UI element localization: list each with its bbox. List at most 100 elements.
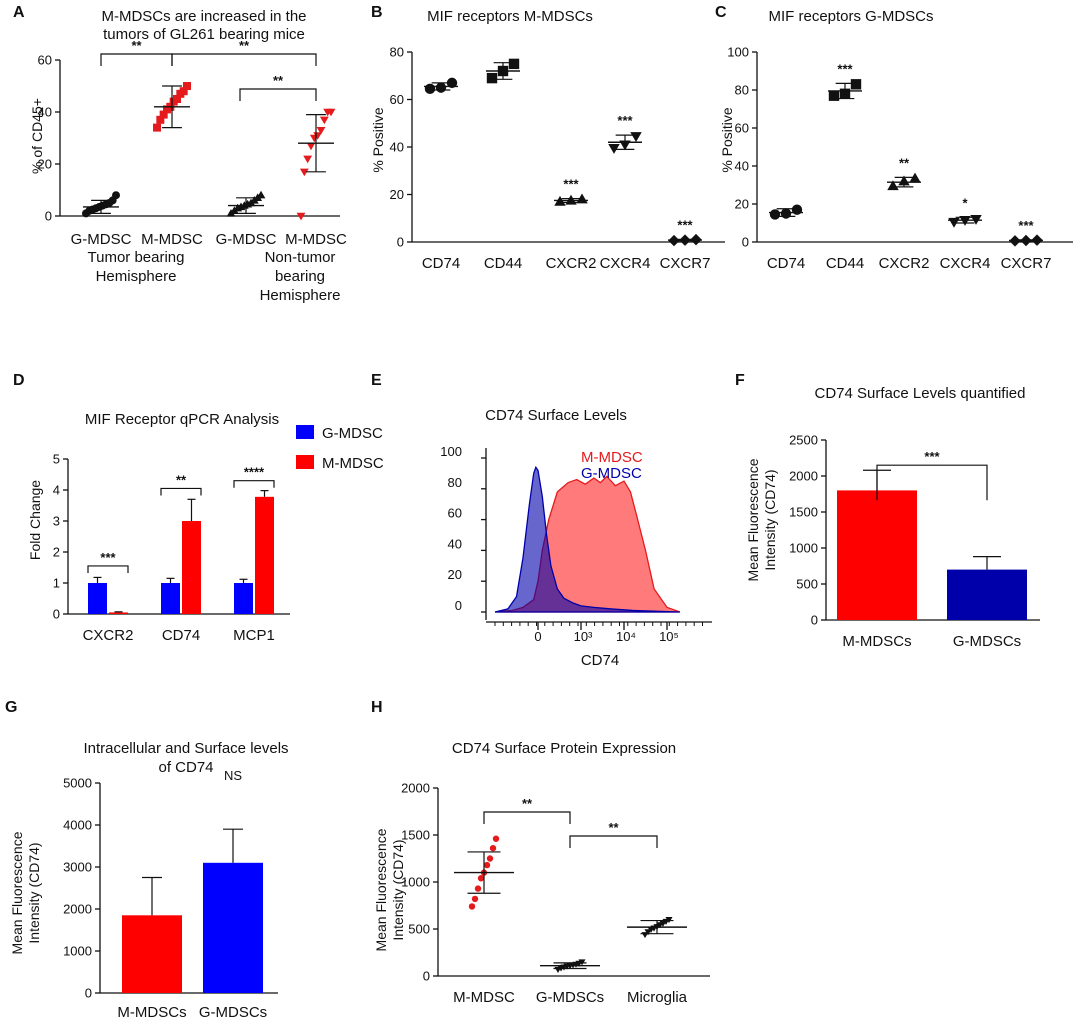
chart-a-point [303, 155, 313, 164]
chart-d-yaxis-tick-label: 5 [53, 452, 60, 467]
chart-b-point [446, 77, 458, 89]
chart-h-sig-bracket-label: ** [608, 820, 619, 835]
chart-a-group: Hemisphere [96, 268, 177, 285]
chart-c-point [828, 90, 840, 101]
chart-f-sig-bracket [876, 464, 988, 501]
chart-e-xaxis-tick-label: 10³ [574, 629, 593, 644]
chart-b-category: CD74 [422, 255, 460, 272]
chart-e-legend-label: M-MDSC [581, 449, 643, 466]
chart-e-yaxis-tick-label: 0 [455, 598, 462, 613]
chart-g-yaxis-tick-label: 4000 [63, 818, 92, 833]
chart-a-group: Tumor bearing [88, 249, 185, 266]
chart-g-yaxis-tick-label: 5000 [63, 776, 92, 791]
chart-a-title: tumors of GL261 bearing mice [103, 26, 305, 43]
chart-f-yaxis-tick-label: 2500 [789, 433, 818, 448]
chart-d-sig-bracket-label: ** [176, 472, 187, 487]
chart-g-sig-label: NS [224, 768, 242, 783]
chart-b-yaxis-tick-label: 20 [390, 187, 404, 202]
chart-h-yaxis-tick-label: 0 [423, 969, 430, 984]
chart-g-bar [122, 915, 182, 993]
panel-letter-d: D [13, 372, 25, 389]
chart-b-point [508, 58, 520, 70]
chart-d-category: CD74 [162, 627, 200, 644]
chart-f-bar [947, 569, 1027, 620]
chart-c-category: CD74 [767, 255, 805, 272]
chart-b-yaxis-tick-label: 60 [390, 92, 404, 107]
chart-d-bar [234, 583, 253, 614]
chart-h-category: Microglia [627, 989, 688, 1006]
chart-c-sig: * [962, 195, 968, 210]
panel-letter-a: A [13, 4, 25, 21]
chart-h-category: M-MDSC [453, 989, 515, 1006]
chart-c-yaxis-tick-label: 80 [735, 83, 749, 98]
chart-c-point [769, 209, 781, 220]
panel-letter-e: E [371, 372, 382, 389]
chart-b-category: CD44 [484, 255, 522, 272]
chart-h-point [468, 903, 476, 910]
chart-b-yaxis-tick-label: 0 [397, 235, 404, 250]
chart-f-ylabel-group: Mean Fluorescence Intensity (CD74) [745, 458, 778, 581]
chart-a-point [326, 108, 336, 117]
chart-c-point [909, 172, 921, 183]
chart-a-title: M-MDSCs are increased in the [101, 8, 306, 25]
chart-b-ylabel: % Positive [370, 107, 386, 173]
chart-d-category: MCP1 [233, 627, 275, 644]
chart-a-category: G-MDSC [216, 231, 277, 248]
chart-c-yaxis-tick-label: 60 [735, 121, 749, 136]
chart-a-point [316, 127, 326, 135]
chart-d-sig-bracket [87, 565, 129, 573]
chart-d-sig-bracket-label: *** [100, 550, 116, 565]
chart-h-yaxis-tick-label: 1000 [401, 875, 430, 890]
chart-c-point [850, 79, 862, 90]
chart-b-sig: *** [677, 217, 693, 232]
chart-d-sig-bracket-label: **** [244, 465, 265, 480]
chart-g-yaxis-tick-label: 3000 [63, 860, 92, 875]
chart-h-point [492, 835, 500, 842]
chart-d-yaxis-tick-label: 1 [53, 576, 60, 591]
chart-g-bar [203, 862, 263, 993]
chart-a-point [173, 95, 181, 103]
chart-b-point [608, 144, 620, 154]
chart-d-yaxis-tick-label: 3 [53, 514, 60, 529]
chart-a-point [112, 191, 120, 200]
chart-d-bar [255, 496, 274, 614]
chart-c-category: CXCR7 [1001, 255, 1052, 272]
chart-h-ylabel-group: Mean Fluorescence Intensity (CD74) [373, 828, 406, 951]
chart-b-yaxis-tick-label: 80 [390, 45, 404, 60]
chart-e-xlabel: CD74 [581, 652, 619, 669]
chart-g-yaxis-tick-label: 0 [85, 986, 92, 1001]
chart-a-sig-bracket-label: ** [239, 38, 250, 53]
chart-h-sig-bracket [569, 835, 658, 848]
chart-f-yaxis-tick-label: 500 [796, 577, 818, 592]
chart-a-point [306, 142, 316, 151]
chart-c-yaxis-tick-label: 40 [735, 159, 749, 174]
chart-e-xaxis-tick-label: 0 [534, 629, 541, 644]
chart-a-sig-bracket [171, 53, 317, 66]
chart-h-point [489, 844, 497, 852]
chart-f-bar [837, 490, 917, 620]
chart-f-sig-bracket-label: *** [924, 449, 940, 464]
chart-b-sig: *** [563, 177, 579, 192]
chart-c-category: CXCR2 [879, 255, 930, 272]
chart-c-sig: ** [899, 155, 910, 170]
chart-a-sig-bracket-label: ** [273, 73, 284, 88]
chart-h-category: G-MDSCs [536, 989, 604, 1006]
chart-g-ylabel-group: Mean Fluorescence Intensity (CD74) [9, 831, 42, 954]
panel-letter-c: C [715, 4, 727, 21]
chart-d-ylabel-group: Fold Change [27, 480, 43, 560]
chart-a-point [153, 123, 161, 132]
chart-e-yaxis-tick-label: 100 [440, 444, 462, 459]
panel-letter-f: F [735, 372, 745, 389]
chart-a-sig-bracket [100, 53, 173, 66]
chart-f-yaxis-tick-label: 1000 [789, 541, 818, 556]
chart-a-ylabel-group: % of CD45+ [29, 98, 45, 174]
chart-d-bar [88, 583, 107, 614]
chart-b-category: CXCR7 [660, 255, 711, 272]
chart-e-xaxis-tick-label: 10⁴ [616, 629, 636, 644]
chart-a-yaxis-tick-label: 20 [38, 157, 52, 172]
chart-e-xaxis-tick-label: 10⁵ [659, 629, 679, 644]
chart-a-group: Non-tumor [265, 249, 336, 266]
panel-letter-b: B [371, 4, 383, 21]
chart-f-category: G-MDSCs [953, 633, 1021, 650]
